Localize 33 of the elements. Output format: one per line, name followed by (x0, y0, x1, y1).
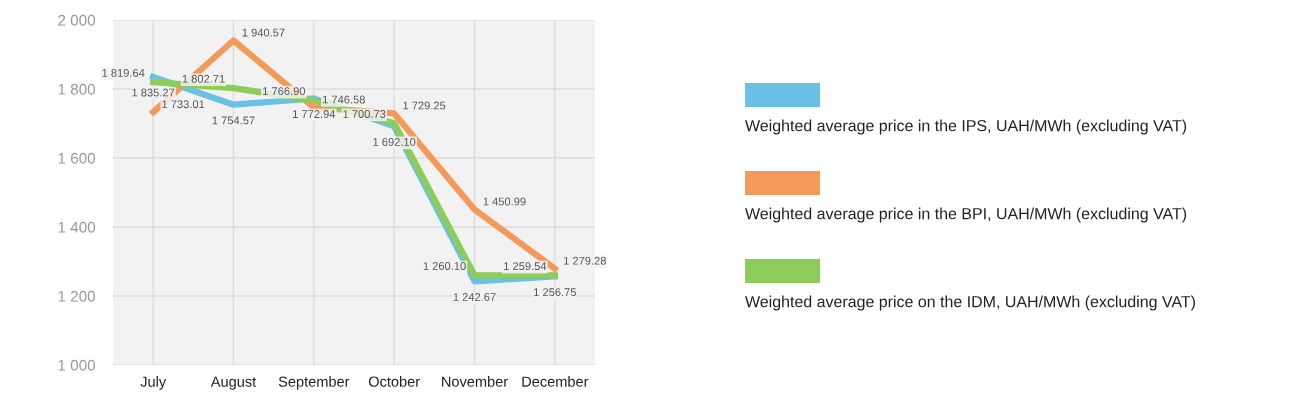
y-tick-label: 1 800 (58, 83, 96, 95)
legend-label: Weighted average price in the BPI, UAH/MWh (excluding VAT) (745, 207, 1187, 223)
x-tick-label: September (278, 376, 350, 390)
data-label: 1 700.73 (343, 110, 386, 118)
y-tick-label: 1 400 (58, 221, 96, 233)
x-tick-label: November (442, 376, 508, 387)
y-tick-label: 1 000 (58, 359, 96, 371)
data-label: 1 242.67 (453, 293, 496, 301)
y-tick-label: 2 000 (58, 14, 96, 26)
data-label: 1 450.99 (483, 197, 526, 206)
data-label: 1 772.94 (293, 110, 336, 118)
data-label: 1 692.10 (373, 138, 416, 146)
data-label: 1 256.75 (534, 288, 576, 297)
data-label: 1 259.54 (504, 262, 547, 271)
data-label: 1 754.57 (212, 116, 255, 125)
data-label: 1 279.28 (564, 256, 606, 265)
data-label: 1 940.57 (242, 28, 285, 37)
data-label: 1 260.10 (423, 262, 466, 270)
x-tick-label: August (210, 376, 257, 390)
data-label: 1 733.01 (162, 100, 205, 109)
data-label: 1 766.90 (263, 87, 306, 96)
data-label: 1 819.64 (102, 69, 145, 77)
data-label: 1 729.25 (403, 101, 446, 110)
y-tick-label: 1 600 (58, 152, 96, 164)
data-label: 1 802.71 (182, 74, 225, 83)
x-tick-label: October (368, 376, 420, 387)
y-tick-label: 1 200 (58, 290, 96, 302)
legend-label: Weighted average price in the IPS, UAH/MWh (excluding VAT) (745, 119, 1187, 135)
data-label: 1 746.58 (323, 95, 365, 104)
data-label: 1 835.27 (132, 88, 175, 97)
x-tick-label: December (522, 376, 589, 387)
legend-label: Weighted average price on the IDM, UAH/MWh (excluding VAT) (745, 295, 1195, 311)
x-tick-label: July (140, 376, 167, 390)
